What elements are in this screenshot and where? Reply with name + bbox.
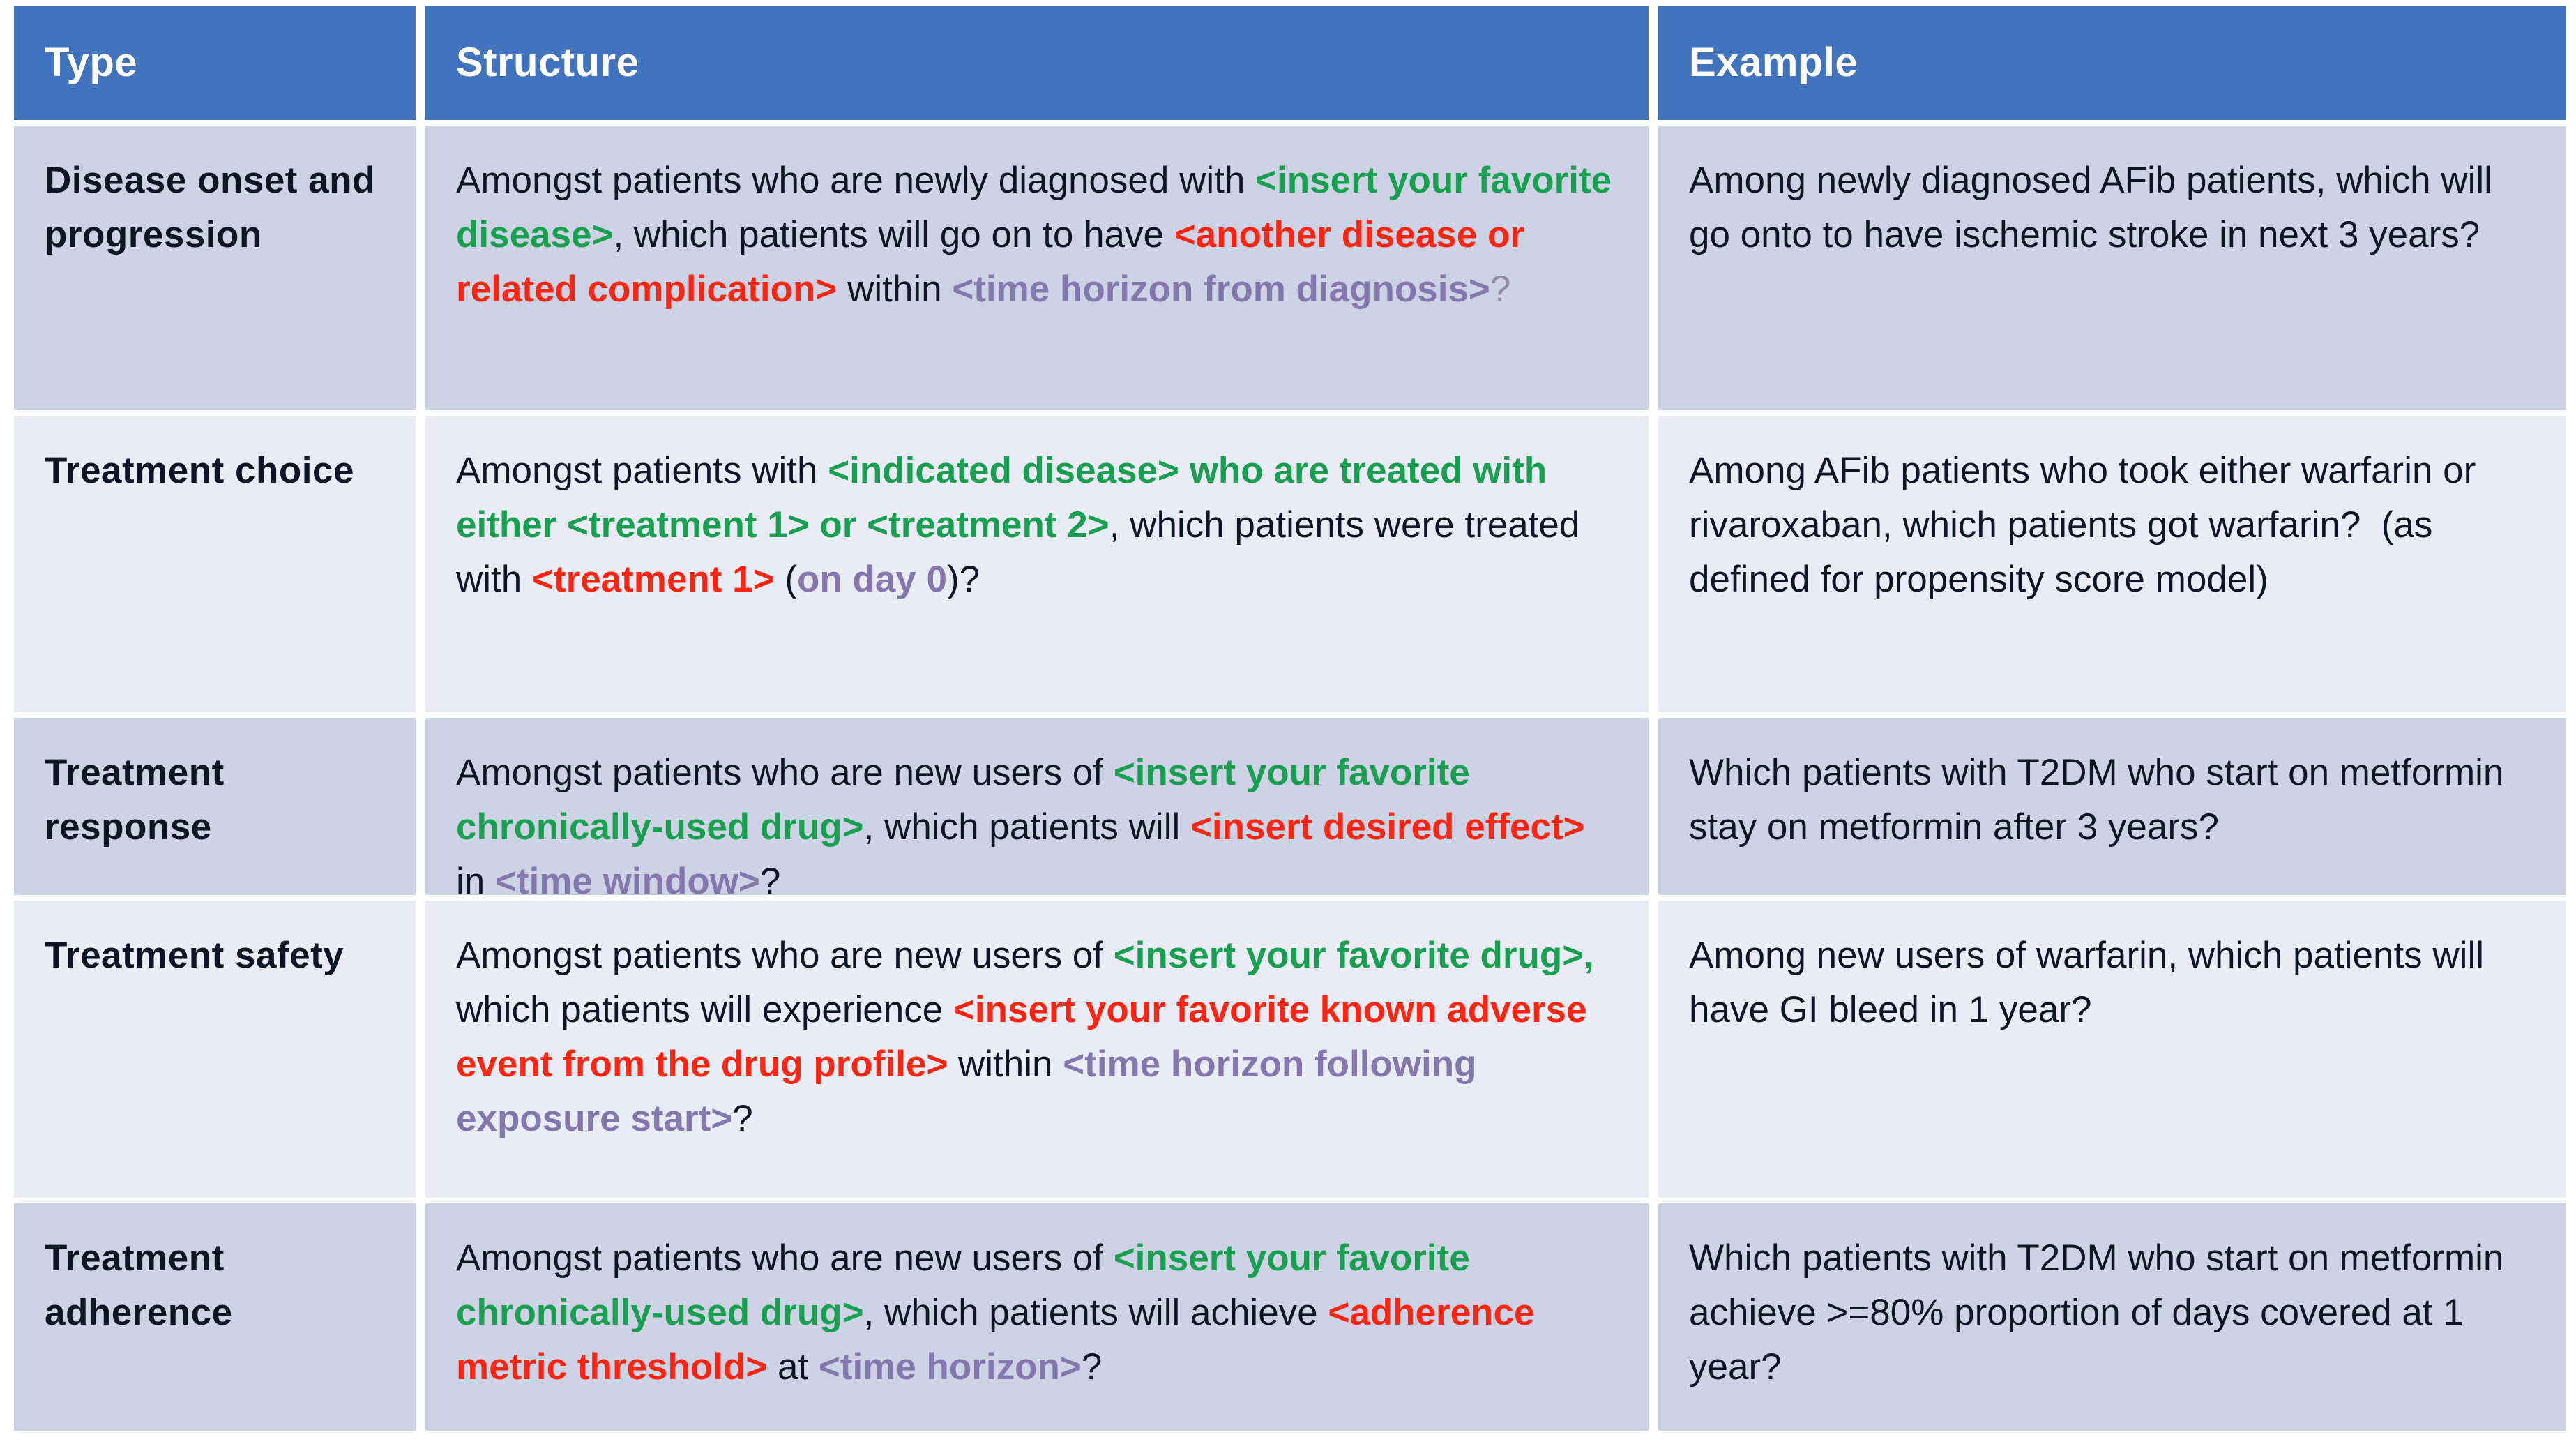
structure-segment-plain: ? — [1081, 1346, 1103, 1387]
structure-segment-red: <insert your favorite known adverse even… — [456, 989, 1598, 1085]
structure-segment-purple: on day 0 — [796, 559, 947, 600]
structure-segment-plain: within — [837, 269, 953, 310]
row-3-example-cell: Which patients with T2DM who start on me… — [1658, 718, 2566, 895]
structure-segment-red: <insert desired effect> — [1190, 806, 1585, 848]
structure-segment-red: <adherence metric threshold> — [456, 1292, 1545, 1387]
structure-segment-plain: ( — [774, 559, 797, 600]
structure-segment-plain: Amongst patients who are newly diagnosed… — [456, 160, 1256, 201]
structure-segment-red: <another disease or related complication… — [456, 214, 1535, 310]
structure-segment-plain: Amongst patients with — [456, 450, 828, 491]
header-structure: Structure — [425, 6, 1649, 120]
structure-segment-green: <insert your favorite chronically-used d… — [456, 1238, 1480, 1333]
structure-segment-plain: Amongst patients who are new users of — [456, 935, 1114, 976]
row-4-type-cell: Treatment safety — [14, 901, 416, 1198]
structure-segment-plain: within — [948, 1044, 1063, 1085]
row-2-structure-cell: Amongst patients with <indicated disease… — [425, 416, 1649, 712]
row-4-example-cell: Among new users of warfarin, which patie… — [1658, 901, 2566, 1198]
row-5-example-cell: Which patients with T2DM who start on me… — [1658, 1203, 2566, 1431]
row-1-type-cell: Disease onset and progression — [14, 126, 416, 410]
row-2-example-cell: Among AFib patients who took either warf… — [1658, 416, 2566, 712]
structure-segment-green: <indicated disease> who are treated with… — [456, 450, 1557, 546]
row-1-example-cell: Among newly diagnosed AFib patients, whi… — [1658, 126, 2566, 410]
structure-segment-plain: Amongst patients who are new users of — [456, 1238, 1114, 1279]
structure-segment-plain: Amongst patients who are new users of — [456, 752, 1114, 793]
structure-segment-plain: in — [456, 806, 1596, 902]
header-example: Example — [1658, 6, 2566, 120]
structure-segment-plain: )? — [946, 559, 980, 600]
structure-segment-plain: at — [767, 1346, 819, 1387]
structure-segment-plain: ? — [759, 861, 781, 902]
header-type: Type — [14, 6, 416, 120]
structure-segment-red: <treatment 1> — [531, 559, 775, 600]
row-4-structure-cell: Amongst patients who are new users of <i… — [425, 901, 1649, 1198]
structure-segment-purple: <time horizon following exposure start> — [456, 1044, 1487, 1139]
row-5-type-cell: Treatment adherence — [14, 1203, 416, 1431]
row-2-type-cell: Treatment choice — [14, 416, 416, 712]
structure-segment-purple: <time window> — [494, 861, 760, 902]
structure-segment-green: <insert your favorite chronically-used d… — [456, 752, 1480, 848]
structure-segment-purple: <time horizon from diagnosis> — [952, 269, 1490, 310]
row-1-structure-cell: Amongst patients who are newly diagnosed… — [425, 126, 1649, 410]
structure-segment-green: <insert your favorite disease> — [456, 160, 1622, 255]
structure-segment-plain: , which patients will — [863, 806, 1190, 848]
structure-segment-plain: ? — [732, 1098, 753, 1139]
structure-segment-muted: ? — [1490, 269, 1511, 310]
structure-segment-green: <insert your favorite drug>, — [1113, 935, 1594, 976]
question-types-table: Type Structure Example Disease onset and… — [14, 6, 2566, 1431]
structure-segment-plain: , which patients were treated with — [456, 504, 1591, 600]
row-3-type-cell: Treatment response — [14, 718, 416, 895]
structure-segment-plain: , which patients will go on to have — [613, 214, 1174, 255]
structure-segment-purple: <time horizon> — [818, 1346, 1082, 1387]
structure-segment-plain: , which patients will achieve — [863, 1292, 1328, 1333]
structure-segment-plain: which patients will experience — [456, 935, 1605, 1030]
row-5-structure-cell: Amongst patients who are new users of <i… — [425, 1203, 1649, 1431]
row-3-structure-cell: Amongst patients who are new users of <i… — [425, 718, 1649, 902]
